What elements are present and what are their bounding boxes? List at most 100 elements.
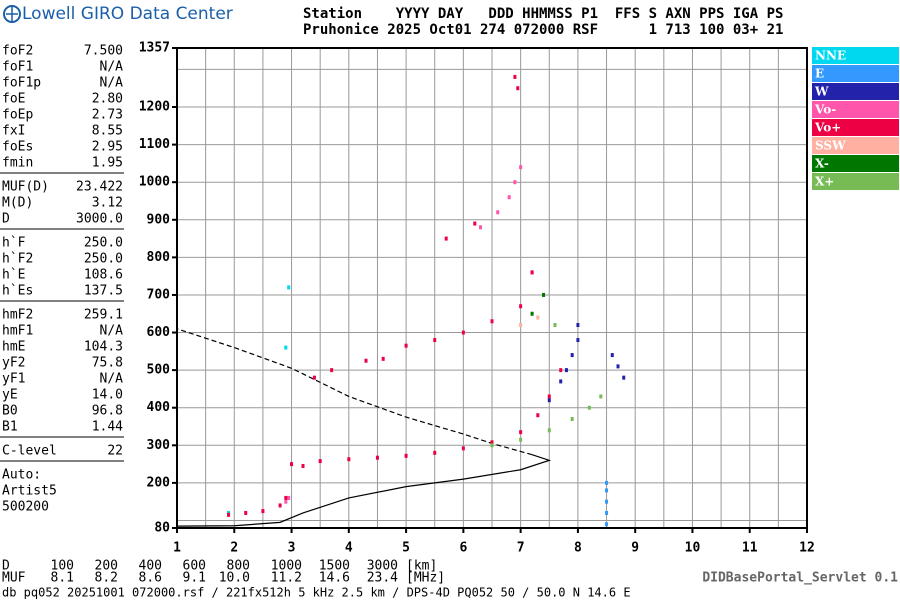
echo-point bbox=[490, 440, 494, 445]
autoscale-text: Artist5 bbox=[2, 484, 57, 499]
echo-point bbox=[433, 338, 437, 343]
param-value: N/A bbox=[100, 324, 124, 339]
muf-label: MUF bbox=[2, 571, 26, 586]
echo-point bbox=[519, 430, 523, 435]
echo-point bbox=[330, 368, 334, 373]
legend-label: X+ bbox=[815, 175, 834, 189]
echo-point bbox=[507, 195, 511, 200]
echo-point bbox=[301, 463, 305, 468]
x-tick-label: 7 bbox=[517, 541, 525, 556]
distance: 400 bbox=[139, 559, 162, 574]
param-name: yE bbox=[2, 388, 18, 403]
distance: 3000 bbox=[367, 559, 398, 574]
y-tick-label: 600 bbox=[147, 325, 171, 340]
echo-point bbox=[622, 375, 626, 380]
echo-point bbox=[490, 319, 494, 324]
echo-point bbox=[605, 510, 609, 515]
param-name: h`E bbox=[2, 268, 25, 283]
echo-point bbox=[227, 512, 231, 517]
legend-swatch bbox=[812, 155, 899, 172]
param-value: 108.6 bbox=[84, 268, 123, 283]
y-tick-label: 200 bbox=[147, 475, 171, 490]
param-value: 2.73 bbox=[92, 108, 123, 123]
muf: 8.1 bbox=[51, 571, 74, 586]
echo-point bbox=[261, 509, 265, 514]
echo-point bbox=[284, 499, 288, 504]
x-tick-label: 4 bbox=[345, 541, 353, 556]
echo-point bbox=[576, 338, 580, 343]
x-tick-label: 2 bbox=[230, 541, 238, 556]
x-tick-label: 5 bbox=[402, 541, 410, 556]
y-tick-label: 500 bbox=[147, 363, 171, 378]
echo-point bbox=[519, 165, 523, 170]
param-name: h`F bbox=[2, 236, 26, 251]
param-value: 137.5 bbox=[84, 284, 123, 299]
legend-label: SSW bbox=[815, 139, 846, 153]
echo-point bbox=[375, 455, 379, 460]
echo-point bbox=[542, 292, 546, 297]
echo-point bbox=[547, 394, 551, 399]
x-tick-label: 8 bbox=[574, 541, 582, 556]
param-name: D bbox=[2, 212, 10, 227]
param-name: foEs bbox=[2, 140, 33, 155]
echo-point bbox=[444, 236, 448, 241]
param-value: 23.422 bbox=[76, 180, 123, 195]
echo-point bbox=[530, 311, 534, 316]
echo-point bbox=[287, 495, 291, 500]
legend-label: Vo- bbox=[814, 103, 836, 117]
echo-point bbox=[347, 457, 351, 462]
param-name: M(D) bbox=[2, 196, 33, 211]
echo-point bbox=[605, 488, 609, 493]
muf: 10.0 bbox=[219, 571, 250, 586]
x-tick-label: 9 bbox=[631, 541, 639, 556]
param-name: h`Es bbox=[2, 284, 33, 299]
echo-point bbox=[284, 345, 288, 350]
distance-label: D bbox=[2, 559, 10, 574]
param-name: C-level bbox=[2, 444, 57, 459]
echo-point bbox=[605, 499, 609, 504]
param-name: B1 bbox=[2, 420, 18, 435]
echo-point bbox=[530, 270, 534, 275]
muf: 14.6 bbox=[319, 571, 350, 586]
y-tick-label: 900 bbox=[147, 212, 171, 227]
echo-point bbox=[576, 323, 580, 328]
echo-point bbox=[570, 353, 574, 358]
y-tick-label: 700 bbox=[147, 287, 171, 302]
y-tick-label: 80 bbox=[154, 521, 170, 536]
x-tick-label: 1 bbox=[173, 541, 181, 556]
param-name: foF2 bbox=[2, 44, 33, 59]
legend-swatch bbox=[812, 65, 899, 82]
file-info: db pq052 20251001 072000.rsf / 221fx512h… bbox=[2, 586, 631, 600]
param-name: foEp bbox=[2, 108, 33, 123]
param-name: foF1p bbox=[2, 76, 41, 91]
echo-point bbox=[616, 364, 620, 369]
y-tick-label: 400 bbox=[147, 400, 171, 415]
legend-swatch bbox=[812, 119, 899, 136]
echo-point bbox=[461, 446, 465, 451]
param-name: yF2 bbox=[2, 356, 25, 371]
param-name: h`F2 bbox=[2, 252, 33, 267]
param-value: 2.95 bbox=[92, 140, 123, 155]
param-name: foE bbox=[2, 92, 25, 107]
legend-label: W bbox=[814, 85, 829, 99]
echo-point bbox=[479, 225, 483, 230]
echo-point bbox=[364, 358, 368, 363]
echo-point bbox=[490, 443, 494, 448]
echo-point bbox=[496, 210, 500, 215]
y-tick-label: 300 bbox=[147, 438, 171, 453]
param-value: N/A bbox=[100, 60, 124, 75]
param-value: 22 bbox=[107, 444, 123, 459]
muf: 11.2 bbox=[271, 571, 302, 586]
param-value: 1.44 bbox=[92, 420, 123, 435]
legend-swatch bbox=[812, 173, 899, 190]
echo-point bbox=[559, 368, 563, 373]
echo-point bbox=[536, 315, 540, 320]
muf-unit: [MHz] bbox=[406, 571, 445, 586]
param-value: N/A bbox=[100, 76, 124, 91]
echo-point bbox=[312, 375, 316, 380]
param-value: 8.55 bbox=[92, 124, 123, 139]
distance: 800 bbox=[227, 559, 250, 574]
param-value: 14.0 bbox=[92, 388, 123, 403]
